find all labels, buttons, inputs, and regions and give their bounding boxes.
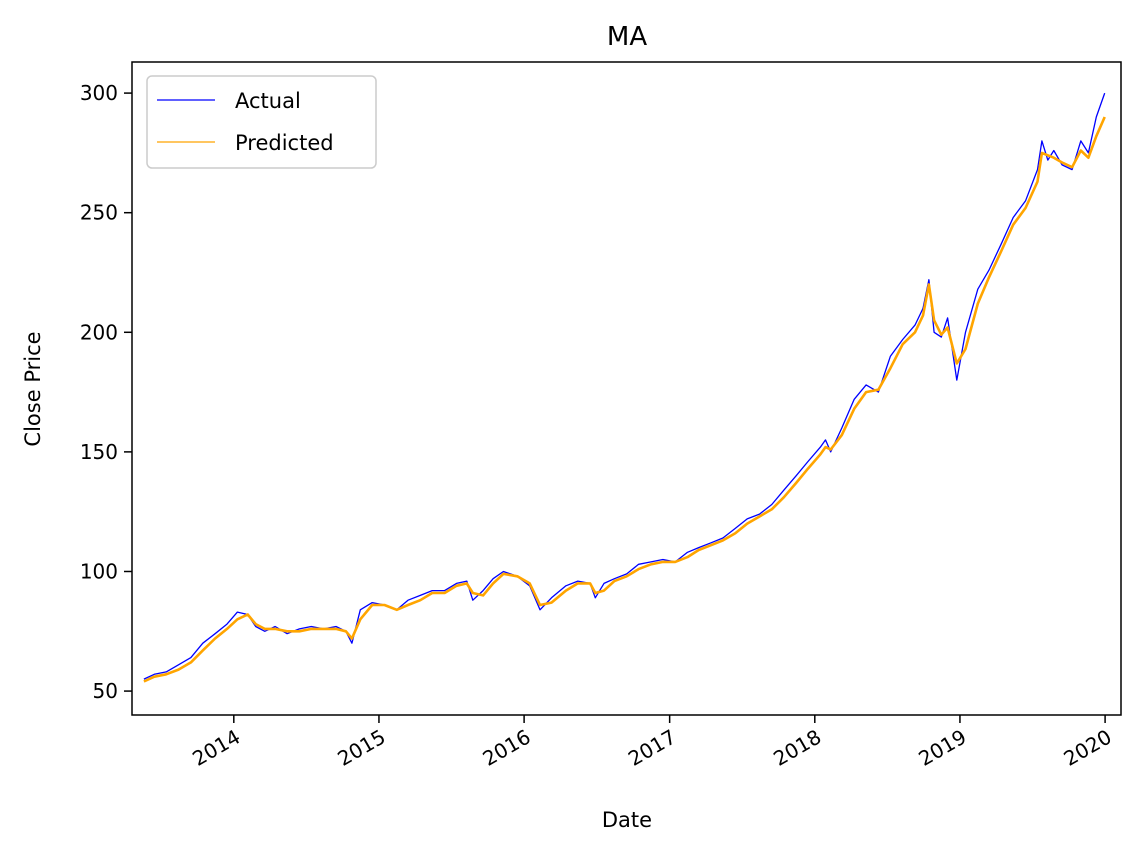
- plot-area-frame: [131, 61, 1122, 716]
- chart-title: MA: [607, 22, 647, 52]
- legend-label-predicted: Predicted: [235, 131, 334, 155]
- y-tick-label: 50: [93, 679, 118, 703]
- legend-label-actual: Actual: [235, 89, 301, 113]
- legend: Actual Predicted: [146, 75, 377, 169]
- series-layer: [143, 92, 1106, 683]
- legend-box: [146, 75, 377, 169]
- y-tick-label: 200: [80, 320, 118, 344]
- y-axis-label: Close Price: [21, 331, 45, 446]
- y-tick-label: 250: [80, 201, 118, 225]
- series-line-actual: [143, 92, 1106, 680]
- y-tick-label: 150: [80, 440, 118, 464]
- x-axis-label: Date: [602, 808, 652, 832]
- series-line-predicted: [143, 116, 1106, 683]
- y-tick-label: 100: [80, 559, 118, 583]
- y-axis: 50 100 150 200 250 300: [80, 81, 132, 703]
- y-tick-label: 300: [80, 81, 118, 105]
